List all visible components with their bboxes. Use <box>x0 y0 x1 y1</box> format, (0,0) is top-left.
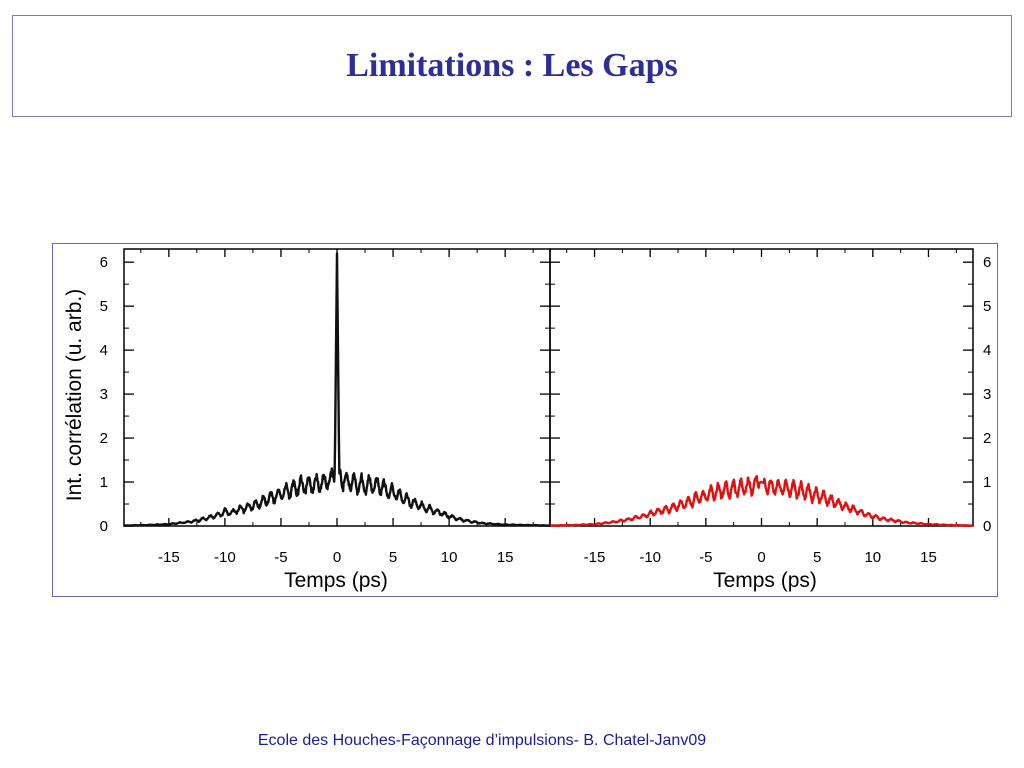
y-tick-label: 5 <box>983 298 991 315</box>
title-box: Limitations : Les Gaps <box>12 15 1012 117</box>
y-tick-label: 3 <box>100 386 108 403</box>
y-tick-label: 0 <box>983 518 991 535</box>
series-line <box>123 252 551 527</box>
series-line <box>549 474 974 527</box>
x-tick-label: 0 <box>757 549 765 566</box>
x-tick-label: 0 <box>333 549 341 566</box>
right-xlabel: Temps (ps) <box>713 569 817 592</box>
y-tick-label: 1 <box>983 474 991 491</box>
y-tick-label: 6 <box>983 254 991 271</box>
y-tick-label: 6 <box>100 254 108 271</box>
x-tick-label: 15 <box>497 549 514 566</box>
x-tick-label: -15 <box>158 549 180 566</box>
footer-text: Ecole des Houches-Façonnage d’impulsions… <box>257 732 707 749</box>
y-tick-label: 4 <box>983 342 991 359</box>
y-tick-label: 1 <box>100 474 108 491</box>
x-tick-label: 5 <box>389 549 397 566</box>
y-tick-label: 3 <box>983 386 991 403</box>
y-tick-label: 0 <box>100 518 108 535</box>
plot-frame <box>549 248 974 527</box>
x-tick-label: 15 <box>920 549 937 566</box>
x-tick-label: -10 <box>214 549 236 566</box>
slide-title: Limitations : Les Gaps <box>346 47 678 84</box>
right-panel: Temps (ps) -15 -10 -5 0 5 10 15 0 1 2 3 4 5 6 <box>549 248 991 592</box>
y-tick-label: 4 <box>100 342 108 359</box>
x-tick-label: 10 <box>864 549 881 566</box>
left-ylabel: Int. corrélation (u. arb.) <box>63 289 86 501</box>
x-tick-label: -10 <box>639 549 661 566</box>
x-tick-label: 10 <box>441 549 458 566</box>
y-tick-label: 2 <box>983 430 991 447</box>
y-tick-label: 2 <box>100 430 108 447</box>
x-tick-label: -15 <box>584 549 606 566</box>
slide-footer: Ecole des Houches-Façonnage d’impulsions… <box>0 732 1024 750</box>
figure-frame <box>52 243 998 597</box>
left-panel: Int. corrélation (u. arb.) Temps (ps) -1… <box>63 248 551 592</box>
left-xlabel: Temps (ps) <box>284 569 388 592</box>
y-tick-label: 5 <box>100 298 108 315</box>
x-tick-label: 5 <box>813 549 821 566</box>
x-tick-label: -5 <box>699 549 712 566</box>
x-tick-label: -5 <box>274 549 287 566</box>
